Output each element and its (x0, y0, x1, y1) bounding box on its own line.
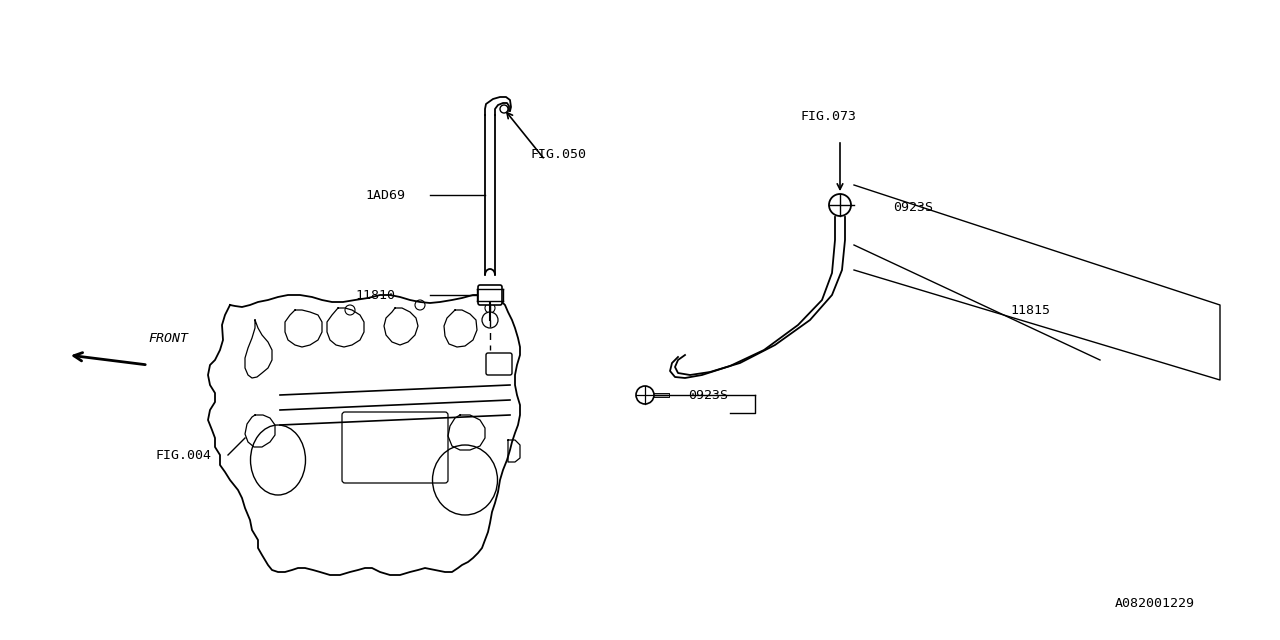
FancyBboxPatch shape (477, 285, 502, 305)
Text: 11810: 11810 (355, 289, 396, 301)
Text: 1AD69: 1AD69 (365, 189, 404, 202)
Circle shape (483, 312, 498, 328)
Text: FIG.073: FIG.073 (800, 110, 856, 123)
Circle shape (829, 194, 851, 216)
Polygon shape (209, 295, 520, 575)
Text: A082001229: A082001229 (1115, 597, 1196, 610)
Text: FIG.050: FIG.050 (530, 148, 586, 161)
Circle shape (636, 386, 654, 404)
Text: 11815: 11815 (1010, 303, 1050, 317)
Text: 0923S: 0923S (893, 200, 933, 214)
Text: FIG.004: FIG.004 (155, 449, 211, 461)
FancyBboxPatch shape (486, 353, 512, 375)
Text: FRONT: FRONT (148, 332, 188, 344)
Text: 0923S: 0923S (689, 388, 728, 401)
